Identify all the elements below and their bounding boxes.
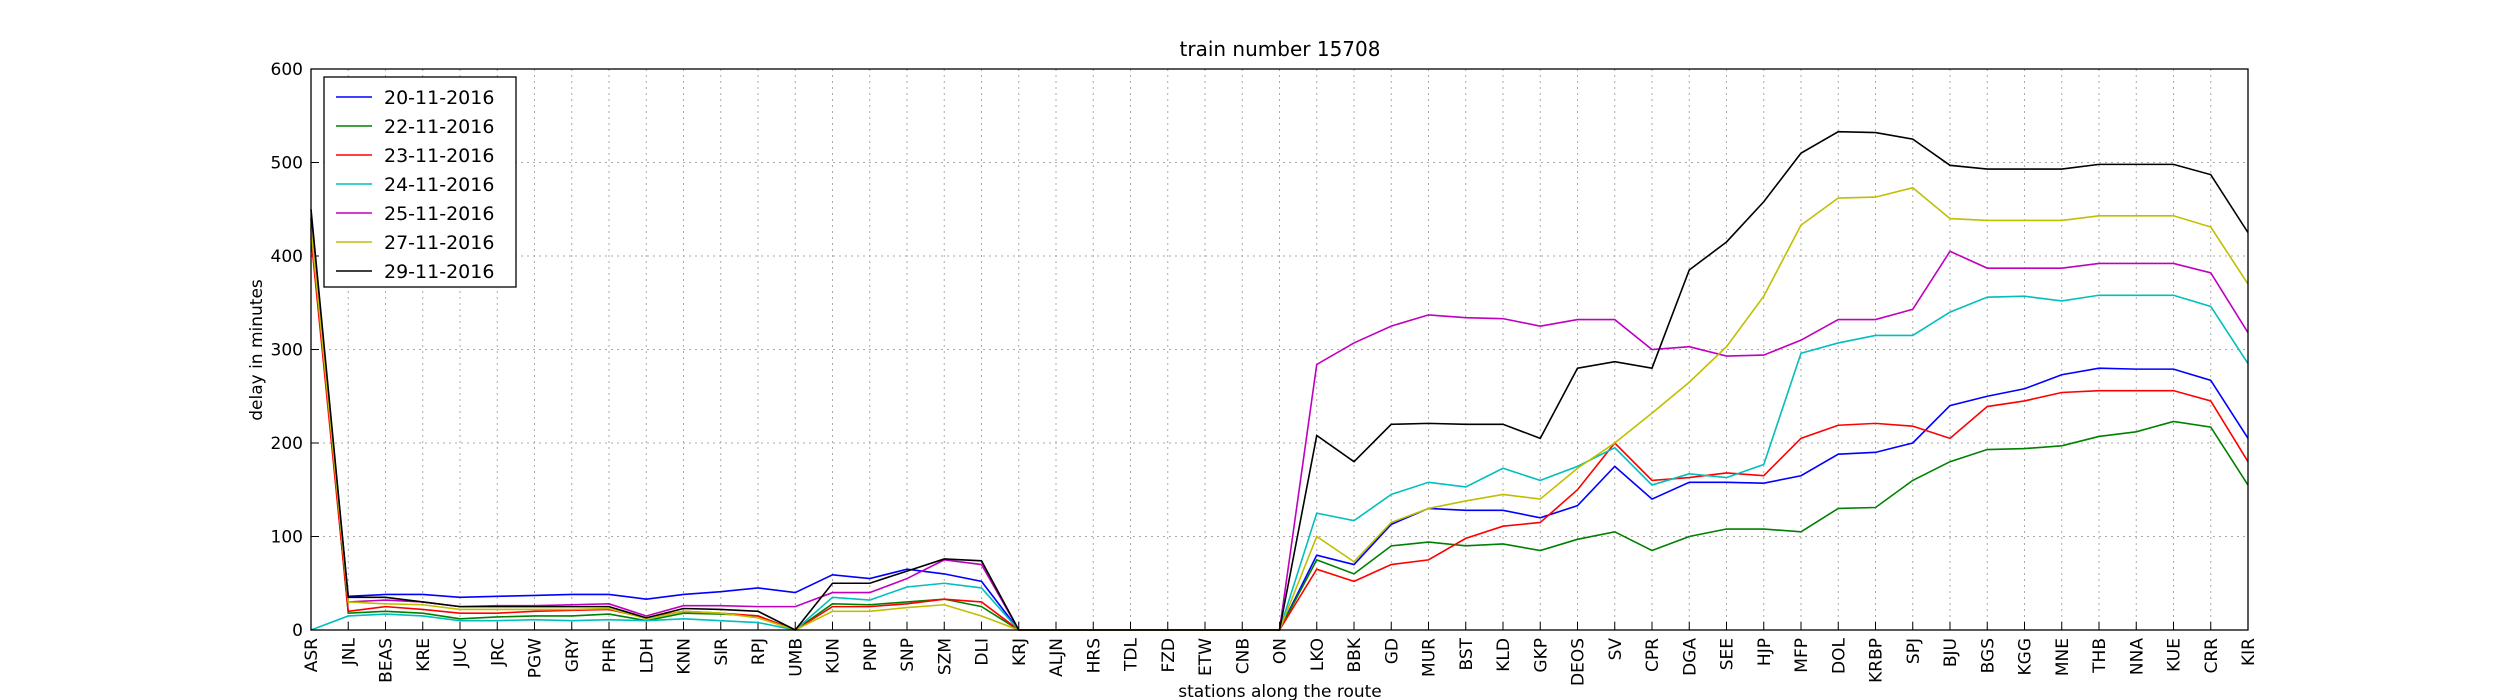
x-tick-label: BGS bbox=[1978, 638, 1998, 673]
x-tick-label: GD bbox=[1382, 638, 1402, 664]
x-tick-label: CPR bbox=[1643, 638, 1663, 672]
x-tick-label: KLD bbox=[1494, 638, 1514, 672]
y-tick-label: 300 bbox=[271, 341, 303, 361]
legend-label: 20-11-2016 bbox=[384, 87, 494, 109]
x-tick-label: KUE bbox=[2165, 638, 2185, 672]
x-tick-label: BEAS bbox=[377, 638, 397, 683]
y-tick-label: 400 bbox=[271, 247, 303, 267]
x-tick-label: CNB bbox=[1233, 638, 1253, 674]
x-tick-label: KUN bbox=[824, 638, 844, 674]
x-tick-label: KNN bbox=[675, 638, 695, 675]
x-tick-label: SZM bbox=[935, 638, 955, 675]
x-tick-label: ASR bbox=[302, 638, 322, 672]
x-tick-label: UMB bbox=[786, 638, 806, 677]
x-tick-label: ETW bbox=[1196, 638, 1216, 676]
x-tick-label: RPJ bbox=[749, 638, 769, 665]
x-tick-label: PNP bbox=[861, 638, 881, 671]
x-tick-label: DLI bbox=[973, 638, 993, 666]
x-tick-label: MNE bbox=[2053, 638, 2073, 676]
x-tick-label: LKO bbox=[1308, 638, 1328, 671]
x-tick-label: CRR bbox=[2202, 638, 2222, 674]
y-tick-label: 100 bbox=[271, 528, 303, 548]
series-line bbox=[310, 227, 2249, 631]
x-tick-label: THB bbox=[2090, 638, 2110, 674]
x-tick-label: MUR bbox=[1420, 638, 1440, 677]
x-tick-label: BBK bbox=[1345, 637, 1365, 672]
legend-label: 24-11-2016 bbox=[384, 174, 494, 196]
y-tick-label: 0 bbox=[292, 621, 303, 641]
x-tick-label: KIR bbox=[2239, 638, 2259, 666]
x-tick-label: TDL bbox=[1122, 637, 1142, 671]
x-tick-label: BST bbox=[1457, 637, 1477, 670]
x-tick-label: FZD bbox=[1159, 638, 1179, 673]
x-tick-label: NNA bbox=[2127, 638, 2147, 675]
x-tick-label: DGA bbox=[1680, 638, 1700, 676]
legend-label: 27-11-2016 bbox=[384, 232, 494, 254]
x-tick-label: MFP bbox=[1792, 638, 1812, 673]
x-tick-label: ALJN bbox=[1047, 638, 1067, 677]
x-tick-label: JNL bbox=[339, 637, 359, 666]
y-axis-label: delay in minutes bbox=[247, 279, 267, 421]
x-tick-label: JUC bbox=[451, 638, 471, 668]
chart-title: train number 15708 bbox=[1180, 37, 1381, 61]
x-tick-label: JRC bbox=[488, 638, 508, 667]
x-tick-label: SPJ bbox=[1904, 638, 1924, 664]
plot-frame bbox=[310, 68, 2249, 631]
x-tick-label: SNP bbox=[898, 638, 918, 672]
series-line bbox=[310, 237, 2249, 631]
y-tick-label: 500 bbox=[271, 154, 303, 174]
x-axis-label: stations along the route bbox=[1178, 682, 1382, 700]
x-tick-label: PGW bbox=[526, 638, 546, 678]
legend-box bbox=[323, 76, 517, 288]
x-tick-label: LDH bbox=[637, 638, 657, 673]
y-tick-label: 200 bbox=[271, 434, 303, 454]
x-tick-label: SIR bbox=[712, 638, 732, 666]
legend-label: 23-11-2016 bbox=[384, 145, 494, 167]
x-tick-label: SV bbox=[1606, 638, 1626, 661]
x-tick-label: KRBP bbox=[1867, 638, 1887, 683]
x-tick-label: HRS bbox=[1084, 638, 1104, 673]
series-line bbox=[310, 227, 2249, 631]
x-tick-label: KRJ bbox=[1010, 638, 1030, 666]
x-tick-label: KRE bbox=[414, 638, 434, 672]
legend-label: 25-11-2016 bbox=[384, 203, 494, 225]
x-tick-label: HJP bbox=[1755, 638, 1775, 666]
x-tick-label: GKP bbox=[1531, 638, 1551, 673]
x-tick-label: BJU bbox=[1941, 638, 1961, 667]
legend-label: 22-11-2016 bbox=[384, 116, 494, 138]
y-tick-label: 600 bbox=[271, 60, 303, 80]
x-tick-label: DEOS bbox=[1569, 638, 1589, 686]
x-tick-label: GRY bbox=[563, 637, 583, 672]
x-tick-label: ON bbox=[1271, 638, 1291, 664]
x-tick-label: DOL bbox=[1829, 637, 1849, 673]
x-tick-label: PHR bbox=[600, 638, 620, 673]
x-tick-label: SEE bbox=[1718, 638, 1738, 670]
x-tick-label: KGG bbox=[2016, 638, 2036, 676]
legend-label: 29-11-2016 bbox=[384, 261, 494, 283]
